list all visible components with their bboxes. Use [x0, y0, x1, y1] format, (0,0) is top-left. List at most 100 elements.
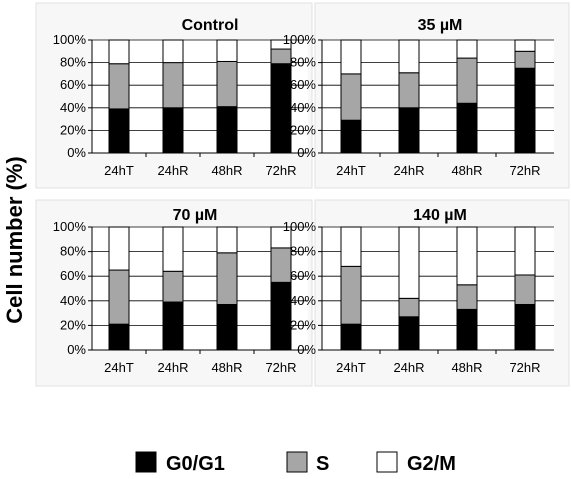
bar-segment: [163, 40, 183, 63]
y-tick-label: 20%: [290, 317, 316, 332]
y-tick-label: 0%: [67, 342, 86, 357]
legend-label: S: [316, 453, 329, 475]
x-tick-label: 24hT: [336, 163, 366, 178]
bar-segment: [271, 64, 291, 153]
x-tick-label: 72hR: [265, 163, 296, 178]
bar-segment: [217, 61, 237, 106]
bar-segment: [341, 266, 361, 324]
chart-panel: 0% 20% 40% 60% 80% 100% 24hT 24hR 48hR 72hR Contro…: [36, 3, 312, 188]
bar-segment: [163, 227, 183, 271]
y-tick-label: 100%: [53, 32, 87, 47]
legend-label: G0/G1: [166, 453, 225, 475]
y-tick-label: 20%: [60, 122, 86, 137]
y-tick-label: 0%: [297, 145, 316, 160]
bar-segment: [217, 304, 237, 350]
bar-segment: [341, 40, 361, 74]
bar-segment: [399, 40, 419, 73]
y-tick-label: 80%: [290, 244, 316, 259]
y-tick-label: 100%: [53, 219, 87, 234]
x-tick-label: 24hR: [157, 163, 188, 178]
bar-segment: [271, 282, 291, 350]
y-tick-label: 0%: [297, 342, 316, 357]
x-tick-label: 48hR: [211, 360, 242, 375]
y-tick-label: 0%: [67, 145, 86, 160]
bar-segment: [109, 109, 129, 153]
bar-segment: [217, 227, 237, 253]
legend-swatch: [287, 452, 307, 472]
bar-segment: [515, 51, 535, 68]
y-tick-label: 40%: [290, 293, 316, 308]
bar-segment: [515, 304, 535, 350]
bar-segment: [399, 298, 419, 316]
bar-segment: [271, 49, 291, 64]
y-tick-label: 80%: [290, 55, 316, 70]
bar-segment: [515, 68, 535, 153]
bar-segment: [341, 74, 361, 120]
bar-segment: [399, 73, 419, 108]
bar-segment: [109, 227, 129, 270]
legend-item: G2/M: [377, 452, 456, 475]
bar-segment: [217, 40, 237, 61]
y-tick-label: 60%: [60, 268, 86, 283]
bar-segment: [457, 103, 477, 153]
bar-segment: [109, 40, 129, 64]
y-tick-label: 60%: [290, 268, 316, 283]
x-tick-label: 24hT: [104, 360, 134, 375]
x-tick-label: 24hR: [393, 163, 424, 178]
legend-label: G2/M: [407, 453, 456, 475]
bar-segment: [341, 227, 361, 266]
bar-segment: [457, 285, 477, 310]
panels-layer: 0% 20% 40% 60% 80% 100% 24hT 24hR 48hR 72hR Contro…: [36, 3, 569, 386]
bar-segment: [271, 248, 291, 282]
x-tick-label: 48hR: [211, 163, 242, 178]
chart-panel: 0% 20% 40% 60% 80% 100% 24hT 24hR 48hR 72hR 35 µM: [283, 3, 569, 188]
y-tick-label: 80%: [60, 55, 86, 70]
bar-segment: [109, 270, 129, 324]
bar-segment: [109, 324, 129, 350]
y-tick-label: 100%: [283, 219, 317, 234]
x-tick-label: 72hR: [265, 360, 296, 375]
bar-segment: [163, 108, 183, 153]
bar-segment: [399, 108, 419, 153]
bar-segment: [163, 63, 183, 108]
panel-title: 140 µM: [413, 207, 467, 224]
y-tick-label: 60%: [290, 77, 316, 92]
y-tick-label: 100%: [283, 32, 317, 47]
x-tick-label: 48hR: [451, 163, 482, 178]
x-tick-label: 72hR: [509, 360, 540, 375]
x-tick-label: 24hT: [104, 163, 134, 178]
x-tick-label: 24hT: [336, 360, 366, 375]
bar-segment: [341, 324, 361, 350]
panel-title: Control: [182, 17, 239, 34]
panel-title: 70 µM: [173, 207, 218, 224]
panel-title: 35 µM: [418, 17, 463, 34]
y-tick-label: 20%: [60, 317, 86, 332]
bar-segment: [515, 227, 535, 275]
legend: G0/G1 S G2/M: [136, 452, 456, 475]
bar-segment: [399, 317, 419, 350]
bar-segment: [399, 227, 419, 298]
x-tick-label: 24hR: [393, 360, 424, 375]
y-tick-label: 40%: [290, 100, 316, 115]
bar-segment: [217, 107, 237, 153]
chart-panel: 0% 20% 40% 60% 80% 100% 24hT 24hR 48hR 72hR 70 µM: [36, 200, 312, 386]
legend-item: S: [287, 452, 329, 475]
bar-segment: [457, 40, 477, 58]
x-tick-label: 72hR: [509, 163, 540, 178]
bar-segment: [109, 64, 129, 109]
y-tick-label: 20%: [290, 122, 316, 137]
bar-segment: [515, 40, 535, 51]
bar-segment: [163, 271, 183, 302]
legend-swatch: [136, 452, 156, 472]
y-axis-label: Cell number (%): [2, 156, 27, 323]
y-tick-label: 60%: [60, 77, 86, 92]
bar-segment: [457, 309, 477, 350]
bar-segment: [217, 253, 237, 305]
bar-segment: [515, 275, 535, 305]
y-tick-label: 80%: [60, 244, 86, 259]
y-tick-label: 40%: [60, 293, 86, 308]
legend-swatch: [377, 452, 397, 472]
y-tick-label: 40%: [60, 100, 86, 115]
